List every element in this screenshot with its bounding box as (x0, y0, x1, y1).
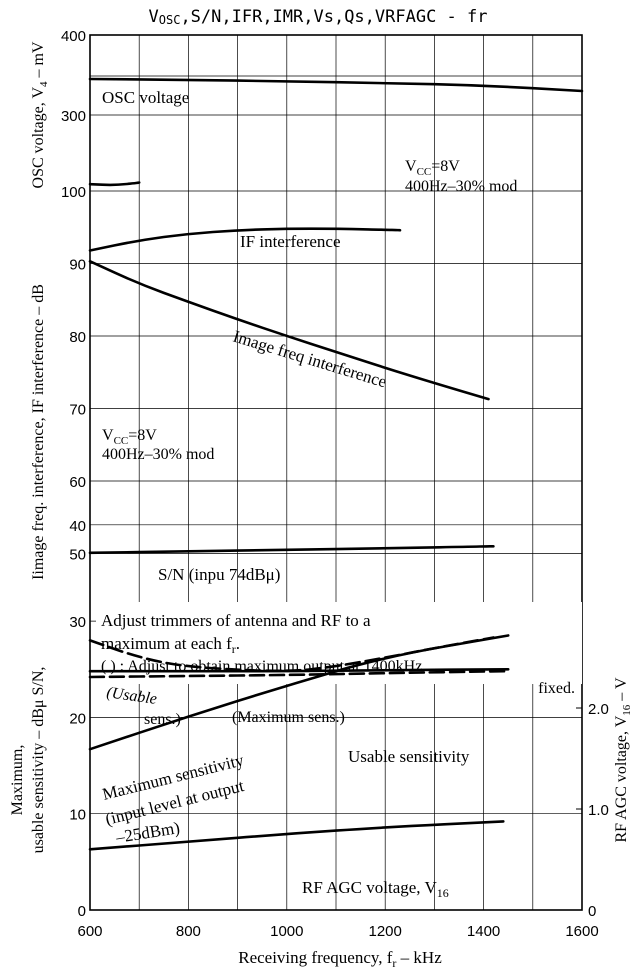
y-tick-label-left: 300 (61, 108, 86, 125)
y-axis-label-osc: OSC voltage, V4 – mV (30, 41, 50, 188)
x-tick-label: 1400 (467, 923, 500, 940)
chart-title: VOSC,S/N,IFR,IMR,Vs,Qs,VRFAGC - fr (149, 7, 488, 27)
label-usable-sens-paren-2: sens.) (144, 711, 181, 728)
y-tick-label-left: 100 (61, 184, 86, 201)
y-tick-label-left: 90 (69, 257, 86, 274)
label-if-interference: IF interference (240, 232, 341, 251)
series-line-osc-voltage (88, 77, 584, 93)
label-max-sens-paren: (Maximum sens.) (232, 709, 345, 726)
y-tick-label-left: 20 (69, 710, 86, 727)
label-sn: S/N (inpu 74dBμ) (158, 565, 280, 584)
series-line-s-n-inpu-74db (88, 544, 495, 555)
label-usable-sens: Usable sensitivity (348, 747, 470, 766)
series-lines (88, 77, 584, 851)
y-tick-label-right: 1.0 (588, 802, 609, 819)
label-image-freq: Image freq interference (231, 327, 389, 392)
y-tick-label-left: 60 (69, 474, 86, 491)
y-tick-label-left: 50 (69, 547, 86, 564)
x-tick-label: 600 (77, 923, 102, 940)
series-line-image-freq-interference (88, 260, 490, 401)
y-tick-labels-right: 2.0 1.0 0 (576, 701, 609, 920)
series-line-rf-agc-voltage-v16 (88, 820, 505, 851)
y-tick-label-left: 70 (69, 402, 86, 419)
y-axis-label-right: RF AGC voltage, V16 – V (613, 677, 633, 843)
x-tick-label: 1600 (565, 923, 598, 940)
y-tick-label-left: 30 (69, 614, 86, 631)
series-line-maximum-sensitivity-input-level-at-output-25dbm (88, 634, 510, 751)
series-line-maximum-sens (88, 669, 510, 679)
mod-note-top: 400Hz–30% mod (405, 178, 517, 195)
adjust-note-line4: fixed. (538, 680, 575, 697)
y-tick-label-left: 80 (69, 329, 86, 346)
adjust-note-line1: Adjust trimmers of antenna and RF to a (101, 611, 371, 630)
y-axis-label-dbu-line2: usable sensitivity – dBμ S/N, (30, 667, 47, 854)
vcc-note-mid: VCC=8V (102, 427, 157, 447)
y-tick-label-right: 2.0 (588, 701, 609, 718)
label-usable-sens-paren-1: (Usable (105, 684, 158, 708)
series-line-if-interference (88, 227, 402, 252)
adjust-note-line3: ( ) : Adjust to obtain maximum output at… (101, 658, 422, 675)
y-tick-label-left: 10 (69, 807, 86, 824)
label-osc-voltage: OSC voltage (102, 88, 189, 107)
y-axis-label-dbu-line1: Maximum, (9, 745, 26, 816)
mod-note-mid: 400Hz–30% mod (102, 446, 214, 463)
y-tick-label-left: 40 (69, 518, 86, 535)
adjust-note-line2: maximum at each fr. (101, 634, 240, 656)
x-tick-label: 1200 (369, 923, 402, 940)
vcc-note-top: VCC=8V (405, 158, 460, 178)
plot-frame (89, 34, 583, 911)
x-tick-labels: 600 800 1000 1200 1400 1600 (77, 923, 598, 940)
y-tick-label-left: 0 (78, 903, 86, 920)
y-tick-label-right: 0 (588, 903, 596, 920)
y-tick-label-left: 400 (61, 28, 86, 45)
x-tick-label: 1000 (270, 923, 303, 940)
label-rf-agc: RF AGC voltage, V16 (302, 878, 449, 900)
x-tick-label: 800 (176, 923, 201, 940)
y-axis-label-db: Iimage freq. interference, IF interferen… (30, 284, 47, 580)
x-axis-label: Receiving frequency, fr – kHz (238, 948, 442, 970)
series-line-osc-voltage-low (88, 181, 141, 187)
